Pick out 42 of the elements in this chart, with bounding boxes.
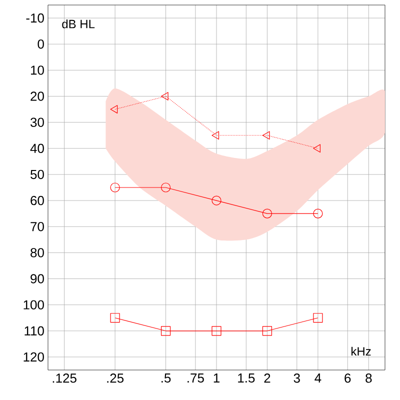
y-tick-label: 110 bbox=[24, 326, 44, 336]
x-tick-label: .75 bbox=[188, 374, 204, 383]
y-tick-label: -10 bbox=[26, 13, 44, 23]
point bbox=[212, 131, 220, 140]
y-tick-label: 70 bbox=[30, 222, 44, 232]
annotation: dB HL bbox=[62, 19, 95, 28]
point bbox=[160, 326, 171, 336]
y-tick-label: 50 bbox=[30, 170, 44, 180]
x-tick-label: 1.5 bbox=[238, 374, 255, 383]
y-tick-label: 0 bbox=[38, 40, 44, 49]
annotation: kHz bbox=[352, 346, 371, 356]
point bbox=[110, 182, 120, 192]
x-tick-label: .5 bbox=[162, 374, 171, 383]
point bbox=[313, 313, 323, 323]
y-tick-label: 120 bbox=[24, 352, 44, 362]
x-tick-label: .25 bbox=[107, 374, 124, 383]
x-tick-label: 2 bbox=[264, 374, 270, 383]
point bbox=[110, 105, 118, 114]
y-tick-label: 10 bbox=[30, 66, 44, 75]
y-tick-label: 20 bbox=[30, 92, 44, 101]
y-tick-label: 80 bbox=[30, 248, 44, 258]
x-tick-label: .125 bbox=[52, 374, 76, 383]
point bbox=[262, 208, 272, 218]
point bbox=[262, 131, 270, 140]
point bbox=[262, 326, 272, 336]
point bbox=[110, 313, 120, 323]
x-tick-label: 1 bbox=[214, 374, 220, 382]
y-tick-label: 30 bbox=[30, 118, 44, 127]
point bbox=[313, 144, 320, 153]
x-tick-label: 6 bbox=[344, 374, 351, 383]
point bbox=[212, 326, 222, 336]
point bbox=[160, 92, 168, 100]
y-tick-label: 40 bbox=[30, 144, 44, 153]
point bbox=[212, 196, 222, 206]
y-tick-label: 60 bbox=[30, 196, 44, 206]
x-tick-label: 4 bbox=[314, 374, 322, 382]
y-tick-label: 100 bbox=[24, 300, 44, 310]
y-tick-label: 90 bbox=[30, 274, 44, 284]
x-tick-label: 8 bbox=[366, 374, 372, 383]
point bbox=[160, 182, 171, 192]
point bbox=[313, 208, 323, 218]
x-tick-label: 3 bbox=[294, 374, 300, 383]
